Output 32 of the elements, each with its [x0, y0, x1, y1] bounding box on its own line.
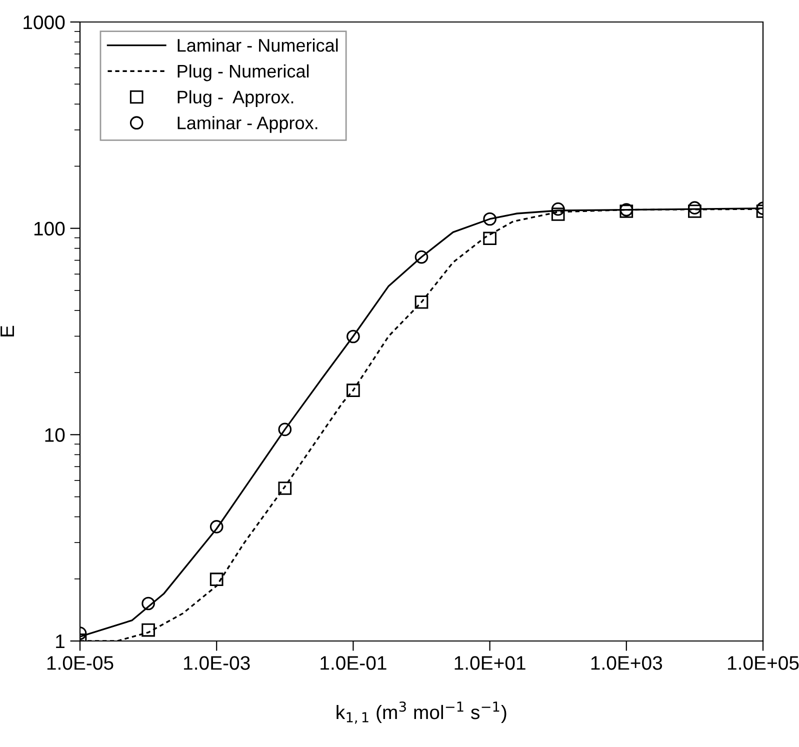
point: [210, 520, 224, 534]
legend-label: Laminar - Numerical: [178, 38, 338, 52]
x-tick-label: 1.0E+03: [591, 656, 662, 670]
x-tick-label: 1.0E+05: [728, 656, 799, 670]
point: [483, 212, 496, 226]
text: k$_{1,1}$ (m$^{3}$ mol$^{−1}$ s$^{−1}$): [336, 701, 506, 724]
point: [346, 384, 360, 398]
point: [688, 201, 702, 215]
point: [688, 204, 702, 218]
x-tick-label: 1.0E-03: [184, 656, 250, 670]
point: [210, 572, 224, 586]
point: [414, 295, 428, 309]
legend-label: Laminar - Approx.: [178, 116, 318, 133]
point: [551, 202, 565, 216]
x-tick-label: 1.0E-05: [47, 656, 114, 670]
point: [142, 596, 155, 610]
y-tick-label: 1000: [24, 15, 65, 30]
point: [346, 330, 360, 344]
legend-label: Plug - Numerical: [178, 64, 309, 82]
x-tick-label: 1.0E+01: [454, 656, 526, 670]
x-tick-label: 1.0E-01: [320, 656, 386, 670]
y-tick-label: 10: [45, 428, 65, 442]
y-tick-label: 1: [56, 634, 64, 648]
point: [142, 623, 155, 637]
point: [551, 208, 565, 221]
point: [278, 422, 292, 436]
y-tick-label: 100: [34, 222, 65, 236]
point: [483, 232, 496, 246]
point: [414, 250, 428, 264]
point: [278, 482, 292, 495]
legend-label: Plug - Approx.: [178, 90, 294, 108]
y-axis-title: E: [0, 326, 14, 336]
